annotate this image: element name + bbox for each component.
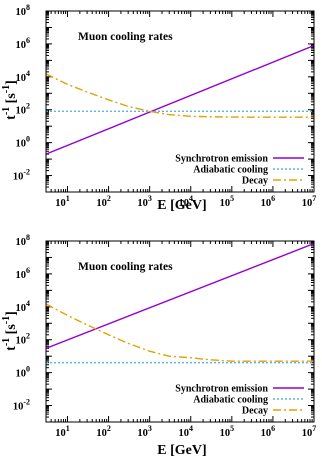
legend-label: Adiabatic cooling <box>193 165 268 176</box>
legend-label: Synchrotron emission <box>175 154 268 165</box>
series-line <box>46 244 314 349</box>
x-tick-label: 106 <box>261 194 276 209</box>
chart-top: 101 102 103 104 105 106 10710-2100102104106108… <box>1 3 316 213</box>
x-tick-label: 102 <box>96 194 111 209</box>
legend-label: Decay <box>242 406 268 417</box>
x-tick-label: 107 <box>302 194 317 209</box>
legend-label: Adiabatic cooling <box>193 395 268 406</box>
chart-title: Muon cooling rates <box>78 31 173 43</box>
y-tick-label: 106 <box>16 36 31 51</box>
y-tick-label: 10-2 <box>13 398 30 413</box>
x-tick-label: 103 <box>137 424 152 439</box>
x-tick-label: 101 <box>55 194 70 209</box>
y-tick-label: 100 <box>16 365 31 380</box>
y-tick-label: 100 <box>16 135 31 150</box>
x-tick-label: 101 <box>55 424 70 439</box>
legend-label: Decay <box>242 176 268 187</box>
x-axis-label: E [GeV] <box>157 198 206 213</box>
legend-label: Synchrotron emission <box>175 384 268 395</box>
x-tick-label: 105 <box>220 424 235 439</box>
y-tick-label: 108 <box>16 3 31 18</box>
series-line <box>46 46 314 155</box>
x-tick-label: 106 <box>261 424 276 439</box>
y-tick-label: 10-2 <box>13 168 30 183</box>
x-tick-label: 102 <box>96 424 111 439</box>
chart-title: Muon cooling rates <box>78 261 173 273</box>
y-tick-label: 108 <box>16 233 31 248</box>
x-axis-label: E [GeV] <box>157 443 206 458</box>
y-tick-label: 106 <box>16 266 31 281</box>
x-tick-label: 104 <box>178 424 193 439</box>
x-tick-label: 103 <box>137 194 152 209</box>
x-tick-label: 105 <box>220 194 235 209</box>
chart-bottom: 101 102 103 104 105 106 10710-2100102104106108… <box>1 233 316 458</box>
x-tick-label: 107 <box>302 424 317 439</box>
